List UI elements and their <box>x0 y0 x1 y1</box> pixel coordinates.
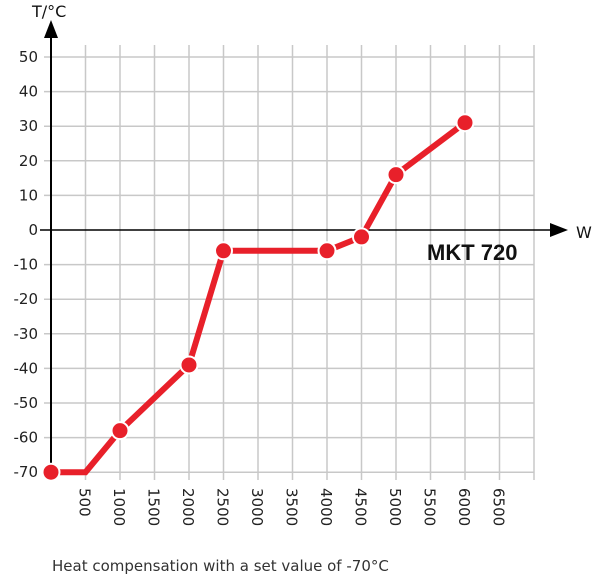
data-point-marker <box>386 165 406 185</box>
data-point-marker <box>214 241 233 261</box>
x-axis-arrow-icon <box>550 223 568 237</box>
y-tick-label: 30 <box>19 117 38 135</box>
series-mkt-720 <box>41 113 475 482</box>
chart-caption: Heat compensation with a set value of -7… <box>52 557 389 575</box>
y-tick-label: -50 <box>14 394 39 412</box>
data-point-marker <box>179 355 199 375</box>
y-tick-label: -30 <box>14 325 39 343</box>
x-tick-label: 2000 <box>179 488 197 526</box>
x-tick-label: 4500 <box>352 488 370 526</box>
y-axis-arrow-icon <box>44 20 58 38</box>
data-point-marker <box>455 113 475 133</box>
data-point-marker <box>317 241 337 261</box>
y-tick-label: 40 <box>19 83 38 101</box>
x-axis-label: W <box>576 223 592 242</box>
y-tick-label: -20 <box>14 290 39 308</box>
y-axis-label: T/°C <box>31 2 66 21</box>
x-axis-ticks: 500 1000 1500 2000 2500 3000 3500 4000 4500 5000 5… <box>76 488 508 526</box>
y-tick-label: 50 <box>19 48 38 66</box>
x-tick-label: 3500 <box>283 488 301 526</box>
y-tick-label: 10 <box>19 186 38 204</box>
x-tick-label: 500 <box>76 488 94 517</box>
x-tick-label: 1000 <box>110 488 128 526</box>
y-tick-label: -40 <box>14 359 39 377</box>
model-label: MKT 720 <box>427 240 517 265</box>
x-tick-label: 5500 <box>421 488 439 526</box>
y-tick-label: 0 <box>28 221 38 239</box>
x-tick-label: 4000 <box>317 488 335 526</box>
data-point-marker <box>41 462 61 482</box>
x-tick-label: 5000 <box>386 488 404 526</box>
x-tick-label: 3000 <box>248 488 266 526</box>
x-tick-label: 6000 <box>455 488 473 526</box>
y-axis-ticks: 50 40 30 20 10 0 -10 -20 -30 -40 -50 -60 -70 <box>14 48 39 481</box>
y-tick-label: 20 <box>19 152 38 170</box>
data-point-marker <box>110 421 130 441</box>
x-tick-label: 2500 <box>214 488 232 526</box>
y-tick-label: -60 <box>14 429 39 447</box>
x-tick-label: 1500 <box>145 488 163 526</box>
y-tick-label: -70 <box>14 463 39 481</box>
x-tick-label: 6500 <box>490 488 508 526</box>
data-point-marker <box>352 227 371 247</box>
y-tick-label: -10 <box>14 256 39 274</box>
